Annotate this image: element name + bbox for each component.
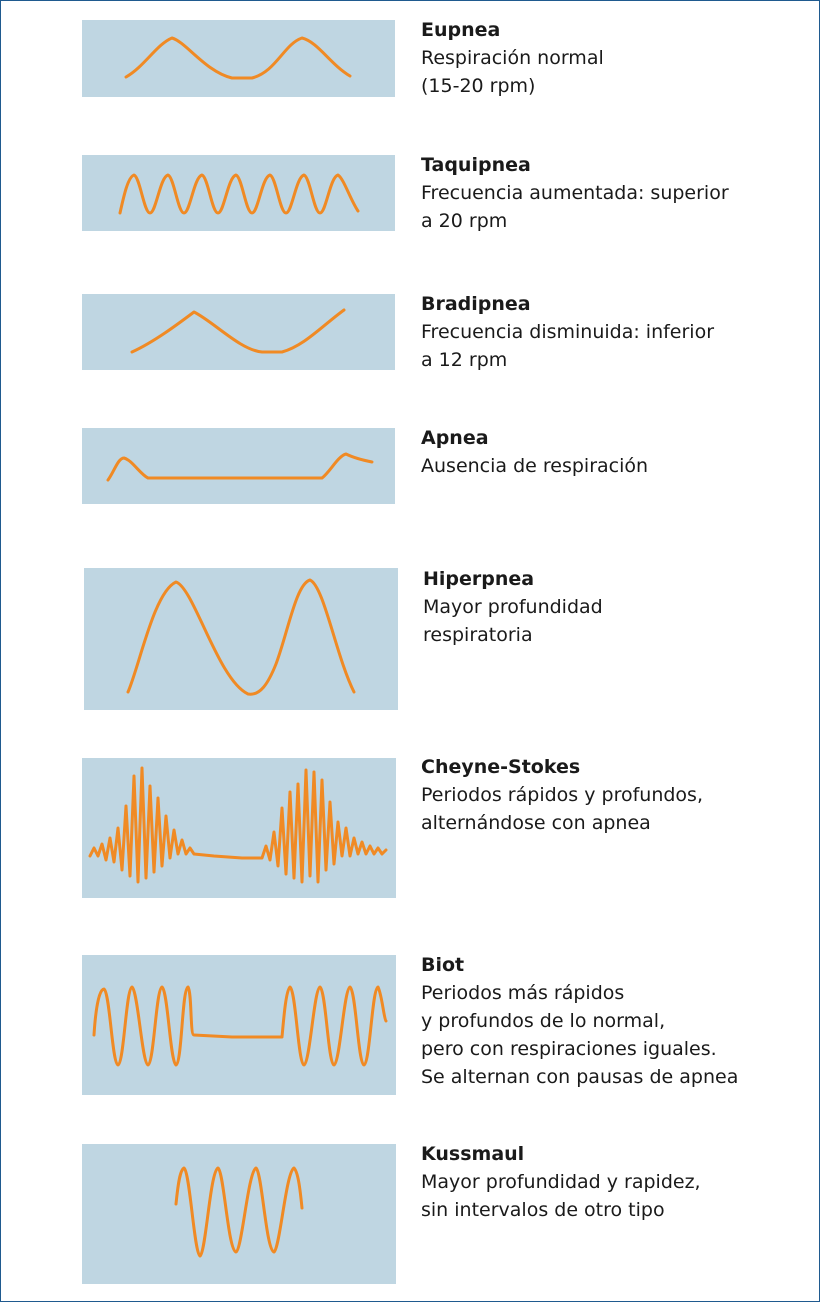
eupnea-title: Eupnea (421, 19, 501, 41)
taquipnea-desc-2: a 20 rpm (421, 210, 508, 232)
hiperpnea-text: Hiperpnea Mayor profundidad respiratoria (423, 565, 603, 649)
taquipnea-desc-1: Frecuencia aumentada: superior (421, 182, 729, 204)
apnea-waveform (106, 452, 374, 482)
apnea-waveform-panel (82, 428, 395, 504)
eupnea-waveform-panel (82, 20, 395, 97)
cheyne-stokes-waveform-panel (82, 758, 396, 898)
kussmaul-text: Kussmaul Mayor profundidad y rapidez, si… (421, 1140, 701, 1224)
bradipnea-title: Bradipnea (421, 293, 531, 315)
apnea-title: Apnea (421, 427, 489, 449)
bradipnea-waveform-panel (82, 294, 395, 370)
cheyne-stokes-title: Cheyne-Stokes (421, 756, 581, 778)
hiperpnea-waveform (126, 578, 356, 696)
biot-desc-3: pero con respiraciones iguales. (421, 1038, 717, 1060)
taquipnea-wave-path (118, 173, 360, 215)
biot-wave-path (92, 985, 388, 1067)
taquipnea-title: Taquipnea (421, 154, 531, 176)
kussmaul-waveform (174, 1166, 304, 1258)
hiperpnea-wave-path (126, 578, 356, 696)
bradipnea-desc-2: a 12 rpm (421, 349, 508, 371)
cheyne-stokes-desc-1: Periodos rápidos y profundos, (421, 784, 703, 806)
apnea-desc-1: Ausencia de respiración (421, 455, 649, 477)
kussmaul-desc-2: sin intervalos de otro tipo (421, 1199, 665, 1221)
biot-desc-1: Periodos más rápidos (421, 982, 625, 1004)
hiperpnea-desc-1: Mayor profundidad (423, 596, 603, 618)
cheyne-stokes-desc-2: alternándose con apnea (421, 812, 651, 834)
kussmaul-wave-path (174, 1166, 304, 1258)
eupnea-waveform (124, 36, 352, 80)
kussmaul-title: Kussmaul (421, 1143, 525, 1165)
apnea-wave-path (106, 452, 374, 482)
hiperpnea-title: Hiperpnea (423, 568, 535, 590)
biot-desc-4: Se alternan con pausas de apnea (421, 1066, 739, 1088)
eupnea-desc-1: Respiración normal (421, 47, 604, 69)
bradipnea-waveform (130, 308, 346, 354)
taquipnea-waveform (118, 173, 360, 215)
cheyne-stokes-waveform (88, 766, 388, 884)
eupnea-text: Eupnea Respiración normal (15-20 rpm) (421, 16, 604, 100)
eupnea-wave-path (124, 36, 352, 80)
cheyne-stokes-text: Cheyne-Stokes Periodos rápidos y profund… (421, 753, 703, 837)
biot-desc-2: y profundos de lo normal, (421, 1010, 666, 1032)
bradipnea-text: Bradipnea Frecuencia disminuida: inferio… (421, 290, 714, 374)
kussmaul-desc-1: Mayor profundidad y rapidez, (421, 1171, 701, 1193)
hiperpnea-desc-2: respiratoria (423, 624, 533, 646)
biot-waveform-panel (82, 955, 396, 1095)
eupnea-desc-2: (15-20 rpm) (421, 75, 536, 97)
kussmaul-waveform-panel (82, 1144, 396, 1284)
biot-text: Biot Periodos más rápidos y profundos de… (421, 951, 738, 1091)
apnea-text: Apnea Ausencia de respiración (421, 424, 648, 480)
bradipnea-wave-path (130, 308, 346, 354)
taquipnea-text: Taquipnea Frecuencia aumentada: superior… (421, 151, 729, 235)
cheyne-stokes-wave-path (88, 766, 388, 884)
bradipnea-desc-1: Frecuencia disminuida: inferior (421, 321, 715, 343)
hiperpnea-waveform-panel (84, 568, 398, 710)
biot-waveform (92, 985, 388, 1067)
biot-title: Biot (421, 954, 465, 976)
taquipnea-waveform-panel (82, 155, 395, 231)
